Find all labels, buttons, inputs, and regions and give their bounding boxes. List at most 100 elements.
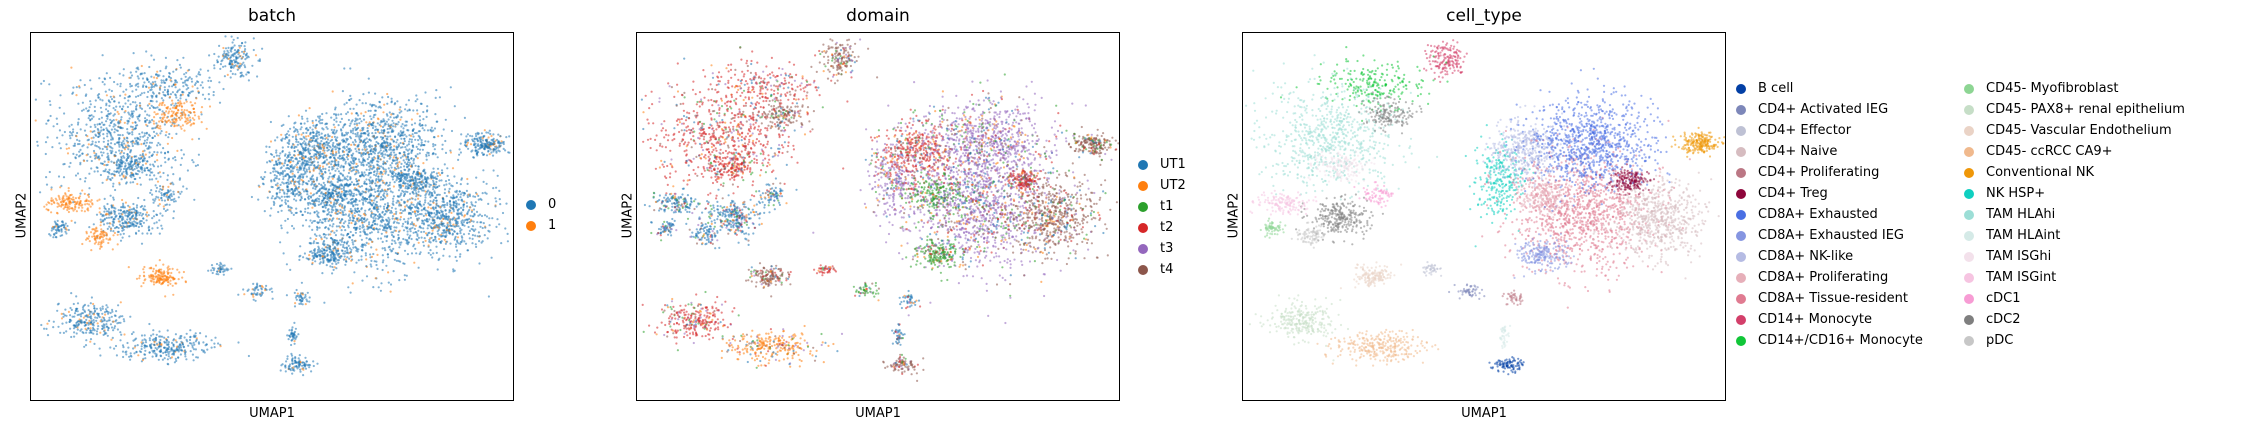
scatter-point: [173, 124, 176, 127]
scatter-point: [335, 159, 338, 162]
scatter-point: [114, 188, 117, 192]
scatter-point: [412, 172, 415, 175]
scatter-point: [357, 114, 360, 117]
scatter-point: [386, 92, 389, 96]
scatter-point: [155, 190, 158, 193]
scatter-point: [183, 73, 186, 76]
scatter-point: [169, 282, 172, 285]
scatter-point: [462, 221, 465, 224]
scatter-point: [51, 146, 54, 149]
scatter-point: [161, 275, 164, 278]
scatter-point: [122, 140, 125, 143]
scatter-point: [152, 106, 155, 109]
point-cluster: [127, 259, 187, 298]
scatter-point: [383, 119, 386, 122]
scatter-point: [382, 118, 385, 121]
scatter-point: [469, 214, 472, 217]
scatter-point: [399, 215, 402, 219]
scatter-point: [115, 141, 118, 144]
scatter-point: [183, 129, 186, 132]
scatter-point: [382, 150, 385, 153]
scatter-point: [407, 217, 410, 220]
scatter-point: [321, 122, 324, 125]
scatter-point: [401, 225, 404, 228]
scatter-point: [131, 114, 135, 117]
scatter-point: [94, 157, 97, 160]
scatter-point: [351, 129, 354, 132]
scatter-point: [410, 203, 413, 206]
scatter-point: [431, 256, 434, 259]
scatter-point: [162, 79, 165, 82]
scatter-point: [232, 55, 235, 58]
scatter-point: [292, 126, 295, 129]
scatter-point: [89, 103, 92, 106]
scatter-point: [183, 81, 186, 84]
scatter-point: [191, 159, 194, 162]
scatter-point: [142, 135, 145, 138]
scatter-point: [269, 214, 272, 217]
scatter-point: [305, 170, 308, 173]
scatter-point: [446, 202, 449, 205]
scatter-point: [112, 220, 115, 223]
scatter-point: [98, 117, 101, 121]
scatter-point: [308, 170, 311, 173]
scatter-point: [414, 214, 417, 217]
scatter-point: [488, 224, 491, 227]
scatter-point: [316, 135, 319, 138]
scatter-point: [189, 101, 192, 104]
scatter-point: [56, 136, 59, 139]
scatter-point: [147, 214, 150, 217]
scatter-point: [406, 230, 409, 233]
scatter-point: [155, 100, 158, 103]
scatter-point: [130, 211, 134, 214]
scatter-point: [245, 56, 248, 59]
scatter-point: [370, 117, 373, 121]
scatter-point: [265, 145, 268, 148]
scatter-point: [295, 134, 298, 137]
scatter-point: [148, 114, 151, 117]
scatter-point: [339, 226, 342, 229]
scatter-point: [422, 118, 425, 121]
scatter-point: [350, 97, 353, 100]
scatter-point: [409, 208, 412, 211]
scatter-point: [291, 175, 294, 178]
scatter-point: [294, 128, 297, 131]
scatter-point: [380, 165, 383, 168]
scatter-point: [326, 138, 330, 141]
scatter-point: [103, 163, 106, 167]
scatter-point: [143, 205, 146, 208]
scatter-point: [240, 44, 243, 47]
scatter-point: [119, 209, 122, 212]
scatter-point: [426, 227, 429, 230]
scatter-point: [119, 85, 122, 88]
scatter-point: [155, 269, 158, 272]
scatter-point: [291, 145, 294, 148]
scatter-point: [69, 161, 72, 165]
scatter-point: [412, 231, 415, 234]
scatter-point: [139, 211, 142, 215]
scatter-point: [151, 178, 154, 181]
scatter-point: [400, 198, 403, 201]
scatter-point: [126, 141, 129, 144]
scatter-point: [426, 233, 429, 236]
scatter-point: [324, 226, 327, 229]
scatter-point: [71, 198, 74, 201]
scatter-point: [98, 207, 101, 210]
scatter-point: [146, 113, 149, 116]
scatter-point: [64, 226, 67, 230]
scatter-point: [66, 152, 70, 155]
scatter-point: [127, 111, 130, 114]
scatter-point: [161, 227, 164, 230]
scatter-point: [64, 230, 67, 233]
scatter-point: [387, 167, 390, 170]
scatter-point: [381, 136, 384, 139]
scatter-point: [320, 169, 323, 172]
scatter-point: [340, 229, 343, 232]
scatter-point: [175, 132, 178, 135]
scatter-point: [434, 236, 437, 239]
scatter-point: [121, 236, 124, 239]
scatter-point: [184, 280, 187, 283]
scatter-point: [392, 195, 395, 198]
scatter-point: [393, 213, 396, 216]
scatter-point: [150, 189, 153, 192]
